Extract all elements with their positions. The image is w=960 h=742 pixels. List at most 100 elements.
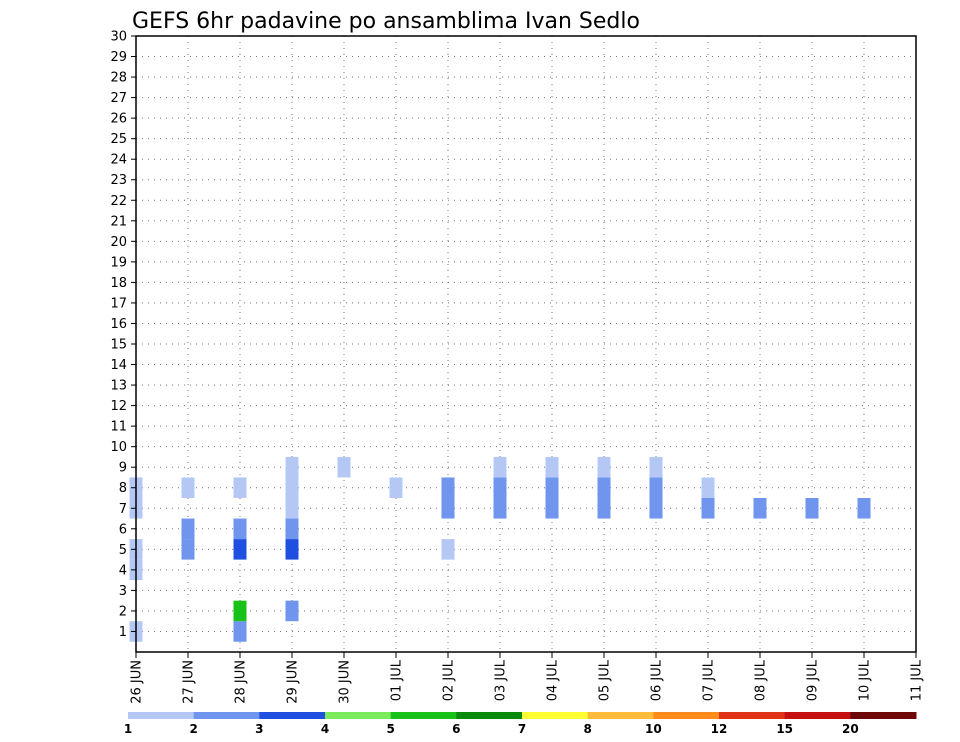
heatmap-cell [545,456,559,478]
heatmap-cell [441,498,455,519]
y-tick-label: 17 [110,296,127,311]
heatmap-cell [493,477,507,498]
chart-title: GEFS 6hr padavine po ansamblima Ivan Sed… [132,9,640,34]
x-tick-label: 06 JUL [650,659,665,701]
y-tick-label: 3 [119,584,127,599]
y-tick-label: 14 [110,358,127,373]
y-tick-label: 2 [119,604,127,619]
heatmap-cell [493,456,507,478]
x-tick-label: 09 JUL [806,659,821,701]
legend-swatch [259,712,326,719]
y-tick-label: 1 [119,625,127,640]
y-tick-label: 4 [119,563,127,578]
legend-label: 5 [386,722,394,736]
legend-label: 3 [255,722,263,736]
y-tick-label: 25 [110,132,127,147]
legend-label: 6 [452,722,460,736]
heatmap-cell [337,456,351,478]
y-tick-label: 21 [110,214,127,229]
heatmap-cell [181,518,195,540]
heatmap-cell [649,498,663,519]
y-tick-label: 7 [119,502,127,517]
legend-swatch [522,712,589,719]
y-tick-label: 20 [110,235,127,250]
x-tick-label: 27 JUN [182,660,197,704]
y-tick-label: 27 [110,91,127,106]
x-tick-label: 08 JUL [754,659,769,701]
y-axis: 1234567891011121314151617181920212223242… [110,30,136,640]
heatmap-cell [597,498,611,519]
heatmap-cell [597,456,611,478]
y-tick-label: 11 [110,420,127,435]
y-tick-label: 23 [110,173,127,188]
legend-label: 15 [776,722,793,736]
heatmap-cell [233,518,247,540]
heatmap-cell [285,498,299,519]
x-tick-label: 03 JUL [494,659,509,701]
heatmap-cell [233,477,247,498]
heatmap-cell [285,539,299,560]
heatmap-cell [181,539,195,560]
color-legend: 1 2 3 4 5 6 7 8 10 12 15 20 [124,712,917,736]
heatmap-cell [285,600,299,622]
heatmap-cell [857,498,871,519]
heatmap-cell [233,600,247,622]
legend-swatch [653,712,720,719]
legend-label: 1 [124,722,132,736]
legend-label: 7 [518,722,526,736]
legend-swatch [193,712,260,719]
x-tick-label: 10 JUL [858,659,873,701]
y-tick-label: 22 [110,194,127,209]
heatmap-cell [285,456,299,478]
heatmap-cell [441,539,455,560]
legend-label: 8 [583,722,591,736]
y-tick-label: 16 [110,317,127,332]
y-tick-label: 5 [119,543,127,558]
x-tick-label: 26 JUN [130,660,145,704]
legend-label: 2 [189,722,197,736]
x-tick-label: 30 JUN [338,660,353,704]
heatmap-cell [701,477,715,498]
heatmap-cell [649,477,663,498]
heatmap-cell [545,477,559,498]
heatmap-cell [233,621,247,642]
y-tick-label: 12 [110,399,127,414]
y-tick-label: 13 [110,379,127,394]
heatmap-cell [545,498,559,519]
y-tick-label: 18 [110,276,127,291]
x-tick-label: 29 JUN [286,660,301,704]
x-tick-label: 04 JUL [546,659,561,701]
legend-swatch [587,712,654,719]
heatmap-cell [597,477,611,498]
grid [136,36,916,652]
heatmap-cell [805,498,819,519]
y-tick-label: 9 [119,461,127,476]
heatmap-cell [285,477,299,498]
y-tick-label: 30 [110,30,127,45]
y-tick-label: 10 [110,440,127,455]
heatmap-cell [389,477,403,498]
data-cells [129,456,871,642]
y-tick-label: 19 [110,255,127,270]
heatmap-cell [701,498,715,519]
legend-swatch [325,712,392,719]
x-tick-label: 05 JUL [598,659,613,701]
legend-label: 4 [321,722,329,736]
y-tick-label: 29 [110,50,127,65]
heatmap-cell [285,518,299,540]
heatmap-cell [649,456,663,478]
y-tick-label: 28 [110,71,127,86]
legend-swatch [128,712,195,719]
legend-label: 10 [645,722,662,736]
x-tick-label: 11 JUL [910,659,925,701]
x-tick-label: 02 JUL [442,659,457,701]
x-tick-label: 28 JUN [234,660,249,704]
x-tick-label: 07 JUL [702,659,717,701]
y-tick-label: 6 [119,522,127,537]
heatmap-cell [233,539,247,560]
legend-swatch [850,712,917,719]
legend-swatch [719,712,786,719]
legend-label: 12 [711,722,728,736]
x-axis: 26 JUN 27 JUN 28 JUN 29 JUN 30 JUN 01 JUL 02 J… [130,652,925,704]
